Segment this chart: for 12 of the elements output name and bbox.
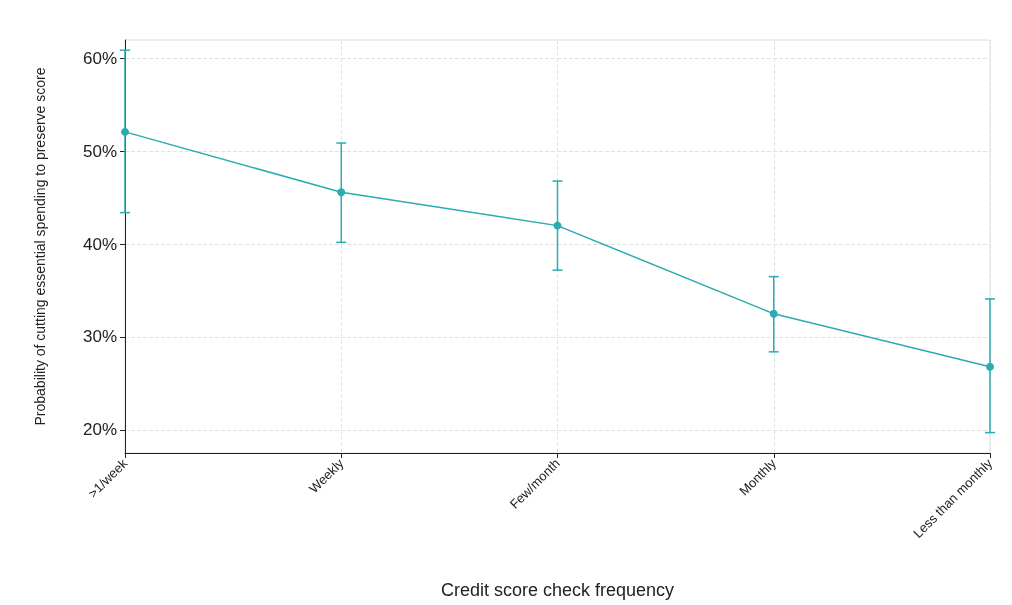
y-axis-title: Probability of cutting essential spending to preserve score (32, 67, 48, 426)
point (553, 221, 562, 230)
point (121, 127, 129, 136)
x-axis-title: Credit score check frequency (440, 580, 675, 600)
point (769, 309, 778, 318)
y-tick-label: 50% (82, 141, 117, 161)
y-tick-label: 40% (82, 234, 117, 254)
point (337, 188, 346, 197)
y-tick-label: 30% (82, 327, 117, 347)
y-tick-label: 60% (82, 49, 117, 69)
y-tick-label: 20% (82, 420, 117, 440)
point (986, 362, 994, 371)
